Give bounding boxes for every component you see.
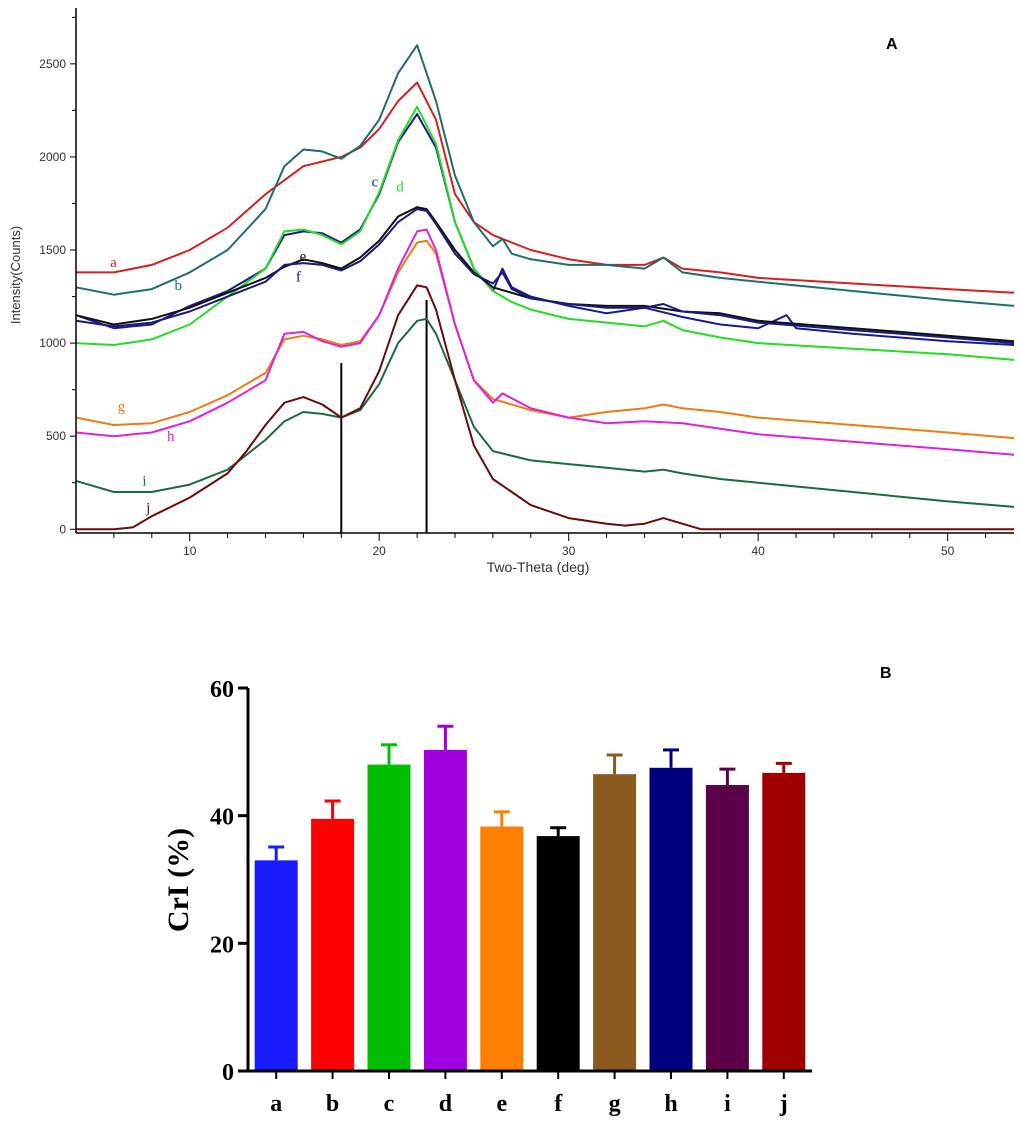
x-tick-label-h: h [664, 1091, 677, 1117]
y-axis-title: Intensity(Counts) [8, 226, 23, 324]
series-line-b [75, 44, 1015, 307]
x-tick-label: 10 [183, 544, 197, 558]
x-tick-label: 40 [752, 544, 766, 558]
series-label-e: e [300, 249, 307, 265]
y-tick-label: 500 [46, 429, 66, 443]
series-line-h [75, 228, 1015, 456]
y-tick-label: 1000 [39, 336, 66, 350]
series-label-j: j [145, 501, 150, 517]
bar-j [762, 772, 806, 1071]
bars-group: a b c d e f g h i j [254, 724, 806, 1117]
bar-h [649, 767, 693, 1071]
bar-d [423, 749, 467, 1071]
series-label-a: a [110, 255, 117, 271]
series-line-i [75, 317, 1015, 508]
x-tick-label-e: e [496, 1091, 507, 1117]
series-label-h: h [167, 429, 175, 445]
y-tick-label: 1500 [39, 243, 66, 257]
y-tick-label: 2500 [39, 57, 66, 71]
panel-b-label: B [880, 665, 892, 682]
series-label-g: g [118, 399, 126, 415]
bar-b [311, 818, 355, 1071]
series-line-a [76, 81, 1015, 294]
x-tick-label-d: d [439, 1091, 453, 1117]
x-tick-label-j: j [779, 1091, 788, 1117]
x-tick-label: 50 [941, 544, 955, 558]
bar-g [593, 774, 637, 1071]
bar-f [536, 836, 580, 1071]
series-label-i: i [142, 474, 146, 490]
y-tick-label: 0 [222, 1060, 234, 1086]
y-tick-label: 60 [210, 677, 234, 703]
y-tick-label: 0 [59, 522, 66, 536]
x-tick-label: 30 [562, 544, 576, 558]
bar-e [480, 826, 524, 1071]
y-tick-label: 20 [210, 932, 234, 958]
y-axis-title: CrI (%) [162, 828, 195, 932]
series-line-j [76, 284, 1014, 531]
series-label-b: b [175, 278, 183, 294]
panel-a-label: A [886, 36, 898, 53]
panel-b-axes: 0 20 40 60 [210, 677, 812, 1086]
x-axis-title: Two-Theta (deg) [487, 559, 590, 575]
x-tick-label-b: b [326, 1091, 339, 1117]
series-line-f [75, 208, 1015, 345]
x-tick-label-c: c [384, 1091, 395, 1117]
series-label-c: c [372, 175, 379, 191]
series-line-c [75, 113, 1015, 346]
x-tick-label: 20 [373, 544, 387, 558]
bar-a [254, 860, 298, 1071]
series-labels-group: a b c d ef g h ij [110, 175, 404, 517]
x-tick-label-f: f [554, 1091, 563, 1117]
bar-i [705, 785, 749, 1071]
x-tick-label-i: i [724, 1091, 731, 1117]
y-tick-label: 40 [210, 805, 234, 831]
series-label-f: f [296, 270, 301, 286]
panel-b-cri-bar-chart: B a b c d e f g h i j 0 20 40 60 CrI (%) [162, 665, 892, 1117]
xrd-series-group [75, 44, 1015, 531]
series-label-d: d [396, 179, 404, 195]
bar-c [367, 764, 411, 1071]
x-tick-label-a: a [270, 1091, 282, 1117]
series-line-g [75, 239, 1015, 440]
reference-lines [340, 300, 428, 533]
series-line-e [75, 206, 1015, 343]
y-tick-label: 2000 [39, 150, 66, 164]
series-line-d [75, 105, 1015, 361]
x-tick-label-g: g [609, 1091, 621, 1117]
